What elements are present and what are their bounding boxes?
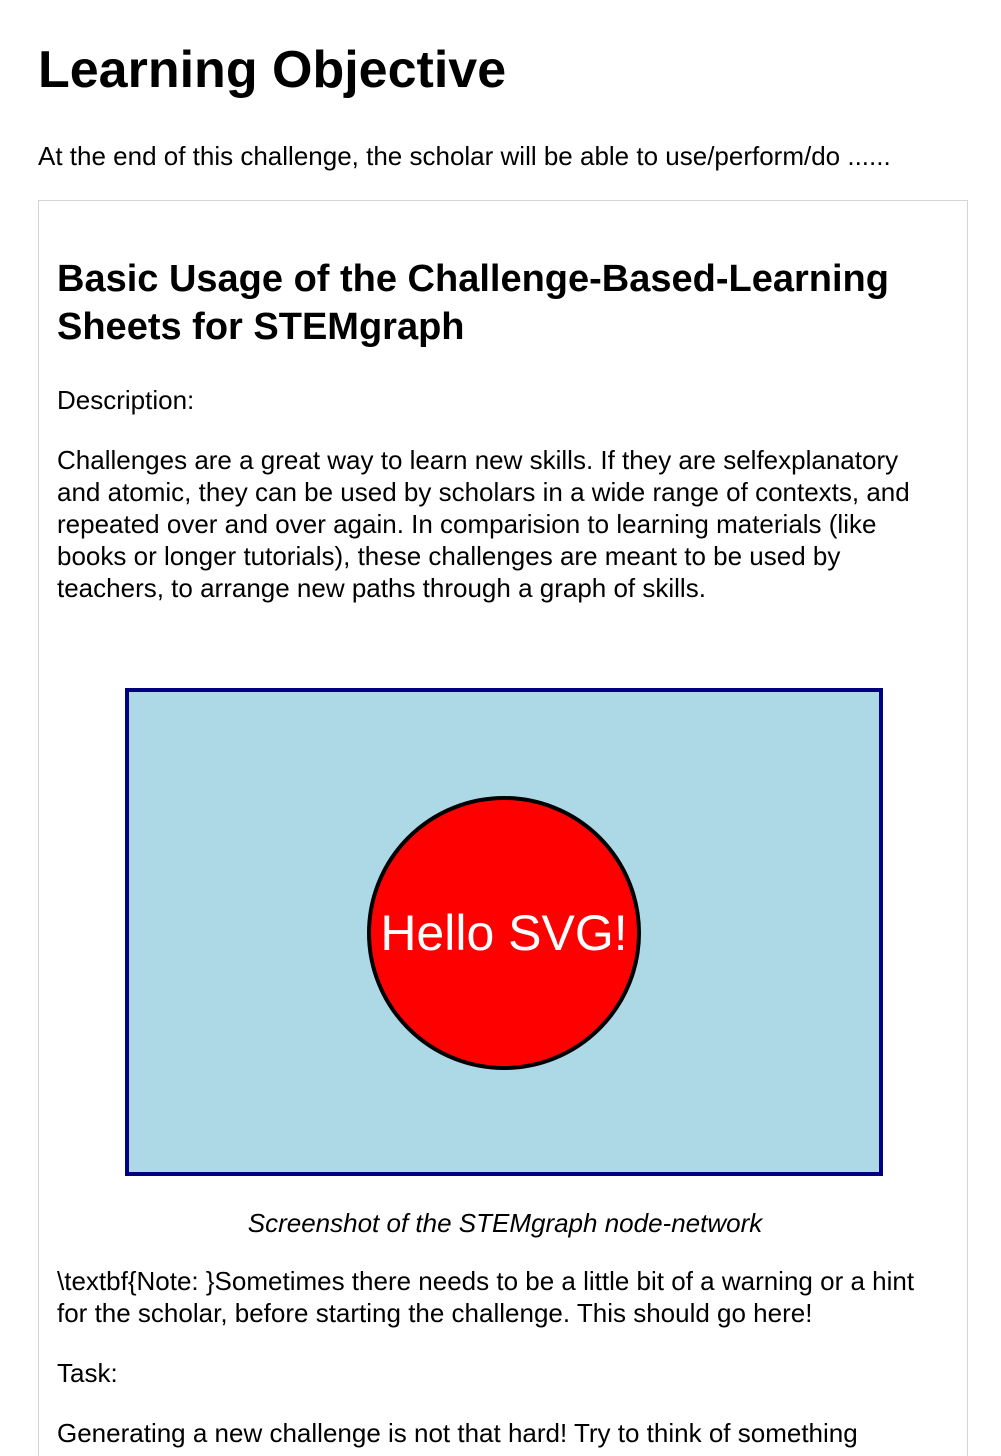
task-label: Task: xyxy=(57,1358,118,1388)
svg-figure: Hello SVG! xyxy=(125,688,883,1176)
figure-text: Hello SVG! xyxy=(380,905,627,961)
figure-circle xyxy=(367,796,641,1070)
note-text: \textbf{Note: }Sometimes there needs to … xyxy=(57,1266,915,1328)
description-label: Description: xyxy=(57,385,195,415)
task-text: Generating a new challenge is not that h… xyxy=(57,1418,858,1448)
challenge-title: Basic Usage of the Challenge-Based-Learn… xyxy=(57,258,889,348)
learning-objective-text: At the end of this challenge, the schola… xyxy=(38,141,891,171)
challenge-card: Basic Usage of the Challenge-Based-Learn… xyxy=(38,200,968,1456)
page-title: Learning Objective xyxy=(38,41,507,99)
figure-caption: Screenshot of the STEMgraph node-network xyxy=(247,1208,763,1238)
hello-svg-image: Hello SVG! xyxy=(125,688,883,1176)
description-text: Challenges are a great way to learn new … xyxy=(57,445,910,603)
